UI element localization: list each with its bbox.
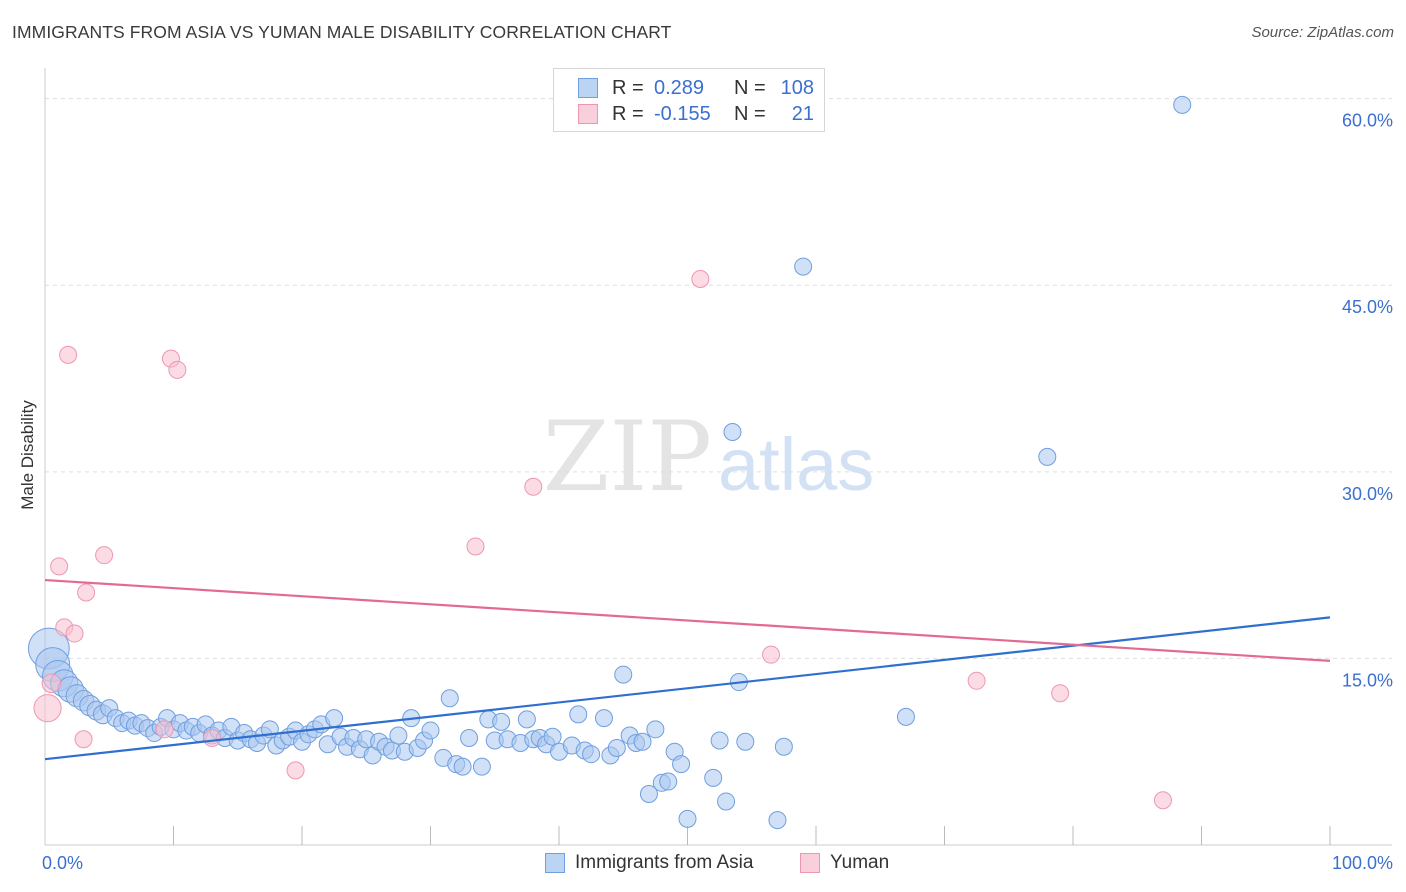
legend-swatch-yuman bbox=[578, 104, 598, 124]
point-asia bbox=[543, 727, 562, 746]
point-yuman bbox=[466, 537, 485, 556]
point-asia bbox=[723, 423, 742, 442]
point-yuman bbox=[50, 557, 69, 576]
point-yuman bbox=[65, 624, 84, 643]
point-asia bbox=[639, 785, 658, 803]
legend-n-value: 108 bbox=[780, 76, 814, 99]
point-asia bbox=[389, 726, 408, 745]
point-yuman bbox=[967, 671, 986, 690]
legend-row-asia: R = 0.289 N = 108 bbox=[578, 77, 814, 99]
point-yuman bbox=[155, 720, 174, 739]
point-asia bbox=[421, 721, 440, 740]
y-tick-label: 60.0% bbox=[1342, 111, 1393, 131]
bottom-legend-label-yuman: Yuman bbox=[830, 852, 890, 873]
point-yuman bbox=[203, 729, 222, 748]
trendline-asia bbox=[44, 616, 1331, 761]
source-label: Source: ZipAtlas.com bbox=[1251, 24, 1394, 41]
point-asia bbox=[736, 732, 755, 751]
point-yuman bbox=[1051, 684, 1070, 703]
point-yuman bbox=[74, 730, 93, 749]
point-asia bbox=[633, 732, 652, 751]
chart-title: IMMIGRANTS FROM ASIA VS YUMAN MALE DISAB… bbox=[12, 22, 672, 42]
point-asia bbox=[646, 720, 665, 739]
trendline-yuman bbox=[44, 578, 1331, 663]
point-yuman bbox=[691, 270, 710, 289]
point-yuman bbox=[168, 360, 187, 379]
point-asia bbox=[678, 809, 697, 828]
point-yuman bbox=[1153, 791, 1172, 810]
point-yuman bbox=[524, 477, 543, 496]
point-asia bbox=[594, 709, 613, 728]
point-asia bbox=[710, 731, 729, 750]
point-asia bbox=[659, 772, 678, 791]
correlation-legend: R = 0.289 N = 108 R = -0.155 N = 21 bbox=[553, 68, 825, 132]
point-asia bbox=[325, 709, 344, 728]
watermark-atlas: atlas bbox=[718, 423, 874, 506]
legend-r-label: R = bbox=[612, 102, 644, 125]
point-yuman bbox=[286, 761, 305, 780]
point-yuman bbox=[762, 645, 781, 664]
legend-row-yuman: R = -0.155 N = 21 bbox=[578, 103, 814, 125]
point-yuman bbox=[41, 673, 62, 694]
point-asia bbox=[440, 689, 459, 708]
point-asia bbox=[607, 738, 626, 757]
point-asia bbox=[492, 712, 511, 731]
legend-n-label: N = bbox=[734, 76, 766, 99]
watermark-zip: ZIP bbox=[543, 401, 712, 513]
point-asia bbox=[582, 745, 601, 764]
y-tick-label: 15.0% bbox=[1342, 670, 1393, 690]
x-tick-label: 0.0% bbox=[42, 853, 83, 873]
point-asia bbox=[717, 792, 736, 811]
x-tick-label: 100.0% bbox=[1332, 853, 1393, 873]
legend-n-label: N = bbox=[734, 102, 766, 125]
bottom-legend-label-asia: Immigrants from Asia bbox=[575, 852, 754, 873]
legend-r-value: 0.289 bbox=[654, 76, 705, 99]
point-asia bbox=[569, 705, 588, 724]
point-asia bbox=[794, 257, 813, 276]
bottom-legend-swatch-asia bbox=[545, 853, 565, 873]
point-asia bbox=[517, 710, 536, 729]
legend-r-label: R = bbox=[612, 76, 644, 99]
point-asia bbox=[896, 707, 915, 726]
legend-n-value: 21 bbox=[791, 102, 814, 125]
point-yuman bbox=[95, 546, 114, 565]
point-yuman bbox=[77, 583, 96, 602]
point-asia bbox=[614, 665, 633, 684]
bottom-legend-yuman: Yuman bbox=[800, 852, 889, 874]
legend-swatch-asia bbox=[578, 78, 598, 98]
point-asia bbox=[704, 768, 723, 787]
point-asia bbox=[472, 757, 491, 776]
point-yuman bbox=[59, 345, 78, 364]
point-asia bbox=[768, 811, 787, 830]
point-asia bbox=[774, 737, 793, 756]
y-tick-label: 30.0% bbox=[1342, 484, 1393, 504]
point-asia bbox=[1038, 447, 1057, 466]
point-asia bbox=[460, 729, 479, 748]
point-asia bbox=[453, 757, 472, 776]
legend-r-value: -0.155 bbox=[654, 102, 711, 125]
point-asia bbox=[672, 755, 691, 774]
bottom-legend-swatch-yuman bbox=[800, 853, 820, 873]
point-asia bbox=[1173, 95, 1192, 114]
y-tick-label: 45.0% bbox=[1342, 297, 1393, 317]
bottom-legend-asia: Immigrants from Asia bbox=[545, 852, 753, 874]
point-yuman bbox=[33, 694, 62, 723]
